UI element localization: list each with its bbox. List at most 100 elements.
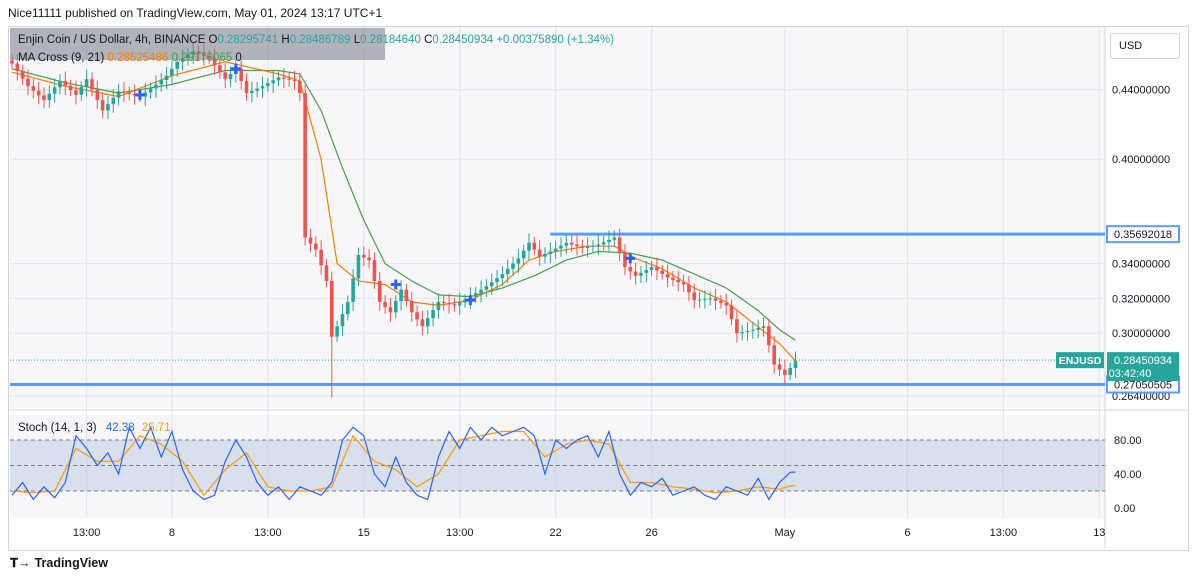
currency-button[interactable]: USD	[1110, 33, 1180, 59]
candle-body	[596, 244, 601, 246]
candle-body	[761, 326, 766, 328]
candle-body	[580, 246, 585, 248]
candle-body	[543, 254, 547, 257]
chart-frame	[8, 26, 1189, 551]
candle-body	[719, 300, 723, 304]
low-label: L	[353, 34, 361, 46]
candle-body	[15, 63, 20, 72]
candle-body	[788, 367, 792, 375]
candle-body	[612, 237, 617, 240]
candle-body	[591, 245, 595, 247]
ma-cross-marker	[230, 63, 241, 74]
ma-cross-label: MA Cross (9, 21)	[18, 52, 105, 64]
brand-name: TradingView	[34, 556, 108, 570]
candle-body	[623, 252, 627, 268]
candle-body	[170, 68, 174, 76]
time-tick-label: 8	[169, 527, 175, 539]
candle-body	[436, 301, 441, 310]
candle-body	[223, 72, 227, 80]
candle-body	[58, 80, 62, 88]
high-label: H	[281, 34, 290, 46]
candle-body	[697, 299, 702, 301]
candle-body	[532, 242, 537, 250]
candle-body	[42, 95, 46, 101]
time-tick-label: May	[774, 527, 795, 539]
candle-body	[218, 65, 222, 73]
candle-body	[457, 302, 462, 306]
support-label: 0.27050505	[1114, 380, 1172, 392]
symbol-title: Enjin Coin / US Dollar, 4h, BINANCE	[18, 34, 206, 46]
candle-body	[564, 242, 569, 246]
candle-body	[559, 245, 563, 249]
candle-body	[287, 78, 291, 80]
open-value: 0.28295741	[217, 34, 279, 46]
candle-body	[154, 84, 158, 89]
candle-body	[431, 309, 435, 319]
candle-body	[729, 305, 734, 320]
candle-body	[441, 301, 446, 304]
candle-body	[447, 303, 451, 305]
candle-body	[500, 274, 505, 279]
candle-body	[751, 329, 755, 331]
candle-body	[340, 314, 345, 327]
candle-body	[484, 286, 489, 290]
candle-body	[255, 88, 259, 91]
price-tick-label: 0.30000000	[1112, 328, 1170, 340]
price-axis: 0.44000000 0.40000000 0.34000000 0.32000000…	[1056, 85, 1180, 515]
candle-body	[399, 289, 403, 302]
candle-body	[228, 73, 233, 80]
candle-body	[10, 60, 14, 64]
candle-body	[516, 258, 521, 264]
time-tick-label: 13:00	[990, 527, 1018, 539]
countdown-label: 03:42:40	[1109, 368, 1152, 380]
time-tick-label: 6	[904, 527, 910, 539]
ma-slow-line	[11, 68, 796, 341]
candle-body	[271, 80, 275, 84]
stoch-legend[interactable]: Stoch (14, 1, 3) 42.38 25.71	[18, 422, 171, 434]
candle-body	[212, 58, 217, 66]
candle-body	[74, 90, 78, 95]
candle-body	[415, 312, 419, 320]
ma-cross-marker	[465, 295, 476, 306]
candle-body	[31, 86, 36, 91]
ma-cross-legend[interactable]: MA Cross (9, 21) 0.28525486 0.29170065 0	[18, 52, 242, 64]
candle-body	[617, 237, 622, 253]
candle-body	[292, 79, 297, 81]
candle-body	[575, 244, 579, 247]
candle-body	[649, 267, 654, 270]
time-tick-label: 13	[1093, 527, 1105, 539]
candle-body	[20, 71, 25, 79]
candle-body	[639, 272, 643, 276]
candle-body	[585, 246, 590, 248]
candle-body	[473, 293, 478, 297]
last-price-label: 0.28450934	[1114, 355, 1172, 367]
candle-body	[756, 327, 760, 330]
candle-body	[351, 278, 355, 302]
candle-body	[356, 254, 361, 279]
candle-body	[180, 58, 185, 62]
tradingview-brand[interactable]: 𝐓→ TradingView	[10, 556, 108, 571]
candle-body	[143, 92, 148, 97]
symbol-legend[interactable]: Enjin Coin / US Dollar, 4h, BINANCE O0.2…	[18, 34, 614, 46]
resistance-label-box	[1106, 225, 1180, 244]
candle-body	[159, 80, 164, 85]
candle-body	[548, 251, 553, 255]
candle-body	[671, 277, 675, 280]
candle-body	[409, 301, 414, 313]
candle-body	[655, 267, 659, 271]
resistance-label: 0.35692018	[1114, 229, 1172, 241]
candle-body	[84, 79, 89, 88]
ma-cross-marker	[390, 279, 401, 290]
legend-background	[10, 28, 385, 60]
candle-body	[628, 267, 633, 272]
stoch-tick-label: 40.00	[1114, 469, 1142, 481]
candle-body	[553, 248, 558, 252]
ma-extra-value: 0	[235, 52, 242, 64]
candle-body	[377, 281, 382, 302]
candle-body	[644, 269, 649, 273]
candle-body	[660, 270, 665, 275]
candle-body	[505, 268, 510, 275]
time-tick-label: 13:00	[73, 527, 101, 539]
candle-body	[601, 242, 606, 245]
